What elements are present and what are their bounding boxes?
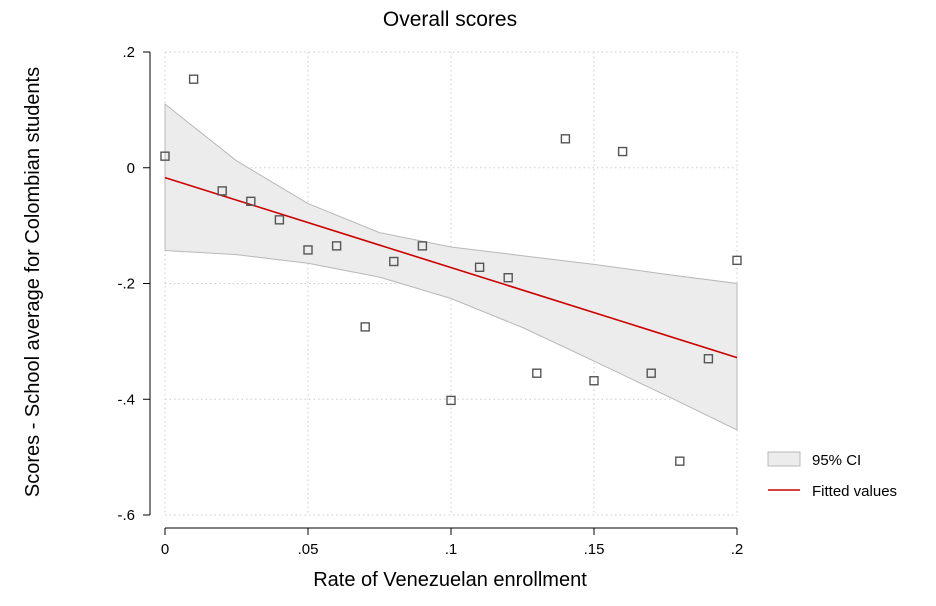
x-tick-label: 0 bbox=[161, 541, 169, 558]
scatter-point bbox=[217, 186, 227, 196]
scatter-point bbox=[417, 241, 428, 251]
scatter-point bbox=[474, 262, 485, 272]
scatter-point bbox=[446, 395, 456, 406]
scatter-point bbox=[274, 215, 285, 225]
y-tick-label: -.4 bbox=[117, 391, 135, 408]
y-tick-label: 0 bbox=[127, 160, 135, 177]
legend: 95% CI Fitted values bbox=[767, 451, 897, 500]
scatter-point bbox=[617, 146, 628, 157]
y-axis-title: Scores - School average for Colombian st… bbox=[22, 67, 44, 497]
y-tick-label: -.6 bbox=[117, 507, 135, 524]
x-axis-title: Rate of Venezuelan enrollment bbox=[313, 569, 587, 591]
scatter-point bbox=[532, 368, 542, 378]
chart-title: Overall scores bbox=[383, 8, 517, 31]
y-tick-label: .2 bbox=[122, 44, 135, 61]
scatter-point bbox=[589, 376, 599, 386]
x-tick-label: .1 bbox=[445, 541, 458, 558]
scatter-point bbox=[732, 255, 742, 266]
tick-labels: .2 0 -.2 -.4 -.6 0 .05 .1 .15 .2 bbox=[117, 44, 743, 558]
legend-ci-swatch bbox=[767, 451, 801, 467]
fit-line-layer bbox=[164, 176, 738, 359]
axes bbox=[143, 51, 738, 535]
x-tick-label: .2 bbox=[731, 541, 744, 558]
scatter-point bbox=[675, 456, 685, 466]
scatter-point bbox=[703, 354, 714, 364]
y-tick-label: -.2 bbox=[117, 276, 135, 293]
scatter-point bbox=[160, 151, 170, 161]
scatter-point bbox=[303, 245, 313, 255]
fit-line bbox=[164, 176, 738, 359]
scatter-point bbox=[331, 241, 342, 251]
scatter-point bbox=[246, 196, 256, 207]
legend-ci-label: 95% CI bbox=[812, 452, 861, 469]
scatter-point bbox=[560, 134, 571, 144]
x-tick-label: .05 bbox=[298, 541, 319, 558]
scatter-point bbox=[188, 74, 199, 84]
scatter-points bbox=[160, 74, 742, 466]
legend-fit-label: Fitted values bbox=[812, 483, 897, 500]
scatter-point bbox=[503, 273, 513, 283]
scatter-point bbox=[389, 256, 399, 267]
scatter-point bbox=[360, 322, 370, 332]
scatter-point bbox=[646, 368, 656, 378]
x-tick-label: .15 bbox=[584, 541, 605, 558]
